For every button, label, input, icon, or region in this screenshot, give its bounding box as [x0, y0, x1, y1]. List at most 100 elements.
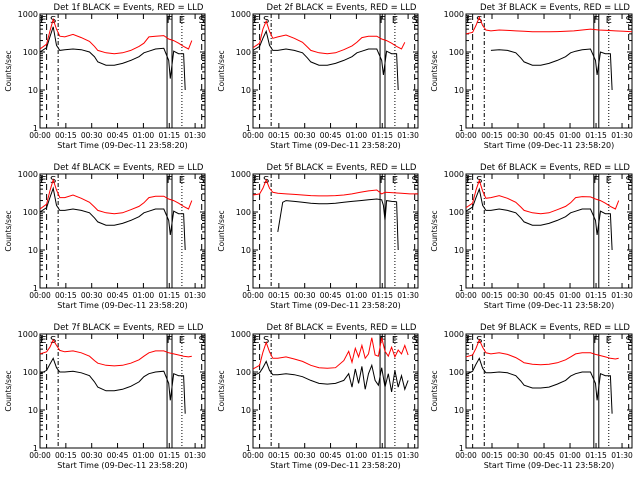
x-axis-label: Start Time (09-Dec-11 23:58:20) — [270, 301, 401, 310]
phase-marker-label: E — [606, 335, 612, 346]
phase-marker-label: S — [412, 335, 418, 346]
panel-title: Det 5f BLACK = Events, RED = LLD — [267, 163, 417, 173]
x-tick-label: 01:15 — [585, 131, 607, 140]
x-tick-label: 00:30 — [81, 451, 103, 460]
series-line-events — [253, 360, 409, 392]
series-line-lld — [40, 338, 192, 367]
series-line-events — [466, 187, 613, 251]
x-tick-label: 00:00 — [242, 131, 264, 140]
y-tick-label: 100 — [449, 48, 464, 57]
y-tick-label: 1 — [459, 444, 464, 453]
y-tick-label: 100 — [23, 368, 38, 377]
x-axis-label: Start Time (09-Dec-11 23:58:20) — [484, 301, 615, 310]
phase-marker-label: E — [253, 15, 259, 26]
plot-frame — [465, 13, 633, 129]
y-tick-label: 10 — [241, 246, 251, 255]
y-axis-label: Counts/sec — [430, 50, 439, 91]
x-tick-label: 01:00 — [133, 451, 155, 460]
panel-det-2f: Det 2f BLACK = Events, RED = LLD 1 10 100 10… — [217, 3, 419, 150]
y-axis-label: Counts/sec — [217, 210, 226, 251]
y-tick-label: 10 — [241, 86, 251, 95]
x-axis-label: Start Time (09-Dec-11 23:58:20) — [484, 141, 615, 150]
x-tick-label: 01:00 — [346, 451, 368, 460]
x-tick-label: 01:30 — [184, 291, 206, 300]
series-line-events — [490, 48, 613, 91]
x-axis-label: Start Time (09-Dec-11 23:58:20) — [57, 301, 188, 310]
phase-marker-label: E — [606, 175, 612, 186]
x-tick-label: 00:30 — [294, 131, 316, 140]
x-tick-label: 00:15 — [55, 131, 77, 140]
x-axis-label: Start Time (09-Dec-11 23:58:20) — [57, 461, 188, 470]
x-tick-label: 00:15 — [55, 451, 77, 460]
phase-marker-label: E — [179, 15, 185, 26]
x-tick-label: 00:45 — [107, 451, 129, 460]
y-tick-label: 10 — [28, 406, 38, 415]
phase-marker-label: S — [626, 175, 632, 186]
x-tick-label: 01:30 — [611, 291, 633, 300]
phase-marker-label: S — [476, 15, 482, 26]
series-line-events — [277, 198, 399, 251]
plot-frame — [252, 333, 419, 449]
x-axis-label: Start Time (09-Dec-11 23:58:20) — [270, 141, 401, 150]
x-tick-label: 00:30 — [294, 451, 316, 460]
y-axis-label: Counts/sec — [4, 370, 13, 411]
phase-marker-label: E — [466, 335, 472, 346]
series-line-lld — [40, 17, 193, 55]
y-tick-label: 1000 — [18, 330, 38, 339]
y-tick-label: 1000 — [444, 170, 464, 179]
x-tick-label: 01:30 — [397, 131, 419, 140]
panel-det-4f: Det 4f BLACK = Events, RED = LLD 1 10 100 10… — [4, 163, 206, 310]
x-tick-label: 01:30 — [611, 131, 633, 140]
y-tick-label: 1000 — [231, 330, 251, 339]
x-tick-label: 00:00 — [29, 451, 51, 460]
x-tick-label: 00:15 — [55, 291, 77, 300]
phase-marker-label: E — [392, 175, 398, 186]
x-axis-label: Start Time (09-Dec-11 23:58:20) — [270, 461, 401, 470]
phase-marker-label: S — [412, 175, 418, 186]
x-tick-label: 01:00 — [559, 451, 581, 460]
y-tick-label: 1 — [33, 284, 38, 293]
phase-marker-label: S — [263, 335, 269, 346]
x-tick-label: 01:15 — [585, 291, 607, 300]
y-tick-label: 100 — [236, 48, 251, 57]
x-tick-label: 00:15 — [268, 451, 290, 460]
x-tick-label: 00:15 — [481, 291, 503, 300]
y-tick-label: 1000 — [18, 170, 38, 179]
y-tick-label: 1 — [246, 124, 251, 133]
phase-marker-label: F — [593, 175, 599, 186]
x-tick-label: 00:45 — [533, 291, 555, 300]
y-tick-label: 10 — [454, 246, 464, 255]
phase-marker-label: E — [179, 335, 185, 346]
phase-marker-label: E — [466, 175, 472, 186]
x-tick-label: 01:00 — [559, 131, 581, 140]
series-line-events — [253, 29, 399, 91]
x-axis-label: Start Time (09-Dec-11 23:58:20) — [484, 461, 615, 470]
x-tick-label: 00:15 — [481, 451, 503, 460]
y-tick-label: 1 — [246, 284, 251, 293]
phase-marker-label: E — [253, 175, 259, 186]
y-tick-label: 10 — [28, 246, 38, 255]
series-line-lld — [253, 337, 409, 370]
y-tick-label: 1 — [459, 284, 464, 293]
panel-title: Det 4f BLACK = Events, RED = LLD — [54, 163, 204, 173]
phase-marker-label: E — [466, 15, 472, 26]
x-tick-label: 01:00 — [346, 291, 368, 300]
series-line-lld — [253, 19, 406, 55]
phase-marker-label: E — [606, 15, 612, 26]
x-tick-label: 00:00 — [455, 131, 477, 140]
x-tick-label: 01:30 — [611, 451, 633, 460]
series-line-events — [40, 186, 186, 251]
x-tick-label: 00:30 — [507, 131, 529, 140]
y-tick-label: 100 — [23, 48, 38, 57]
panel-title: Det 3f BLACK = Events, RED = LLD — [480, 3, 630, 13]
y-tick-label: 1 — [459, 124, 464, 133]
panel-det-6f: Det 6f BLACK = Events, RED = LLD 1 10 100 10… — [430, 163, 633, 310]
plot-frame — [39, 13, 206, 129]
x-tick-label: 00:00 — [242, 291, 264, 300]
phase-marker-label: F — [380, 15, 386, 26]
x-tick-label: 00:00 — [242, 451, 264, 460]
panel-title: Det 9f BLACK = Events, RED = LLD — [480, 323, 630, 333]
y-tick-label: 100 — [236, 208, 251, 217]
